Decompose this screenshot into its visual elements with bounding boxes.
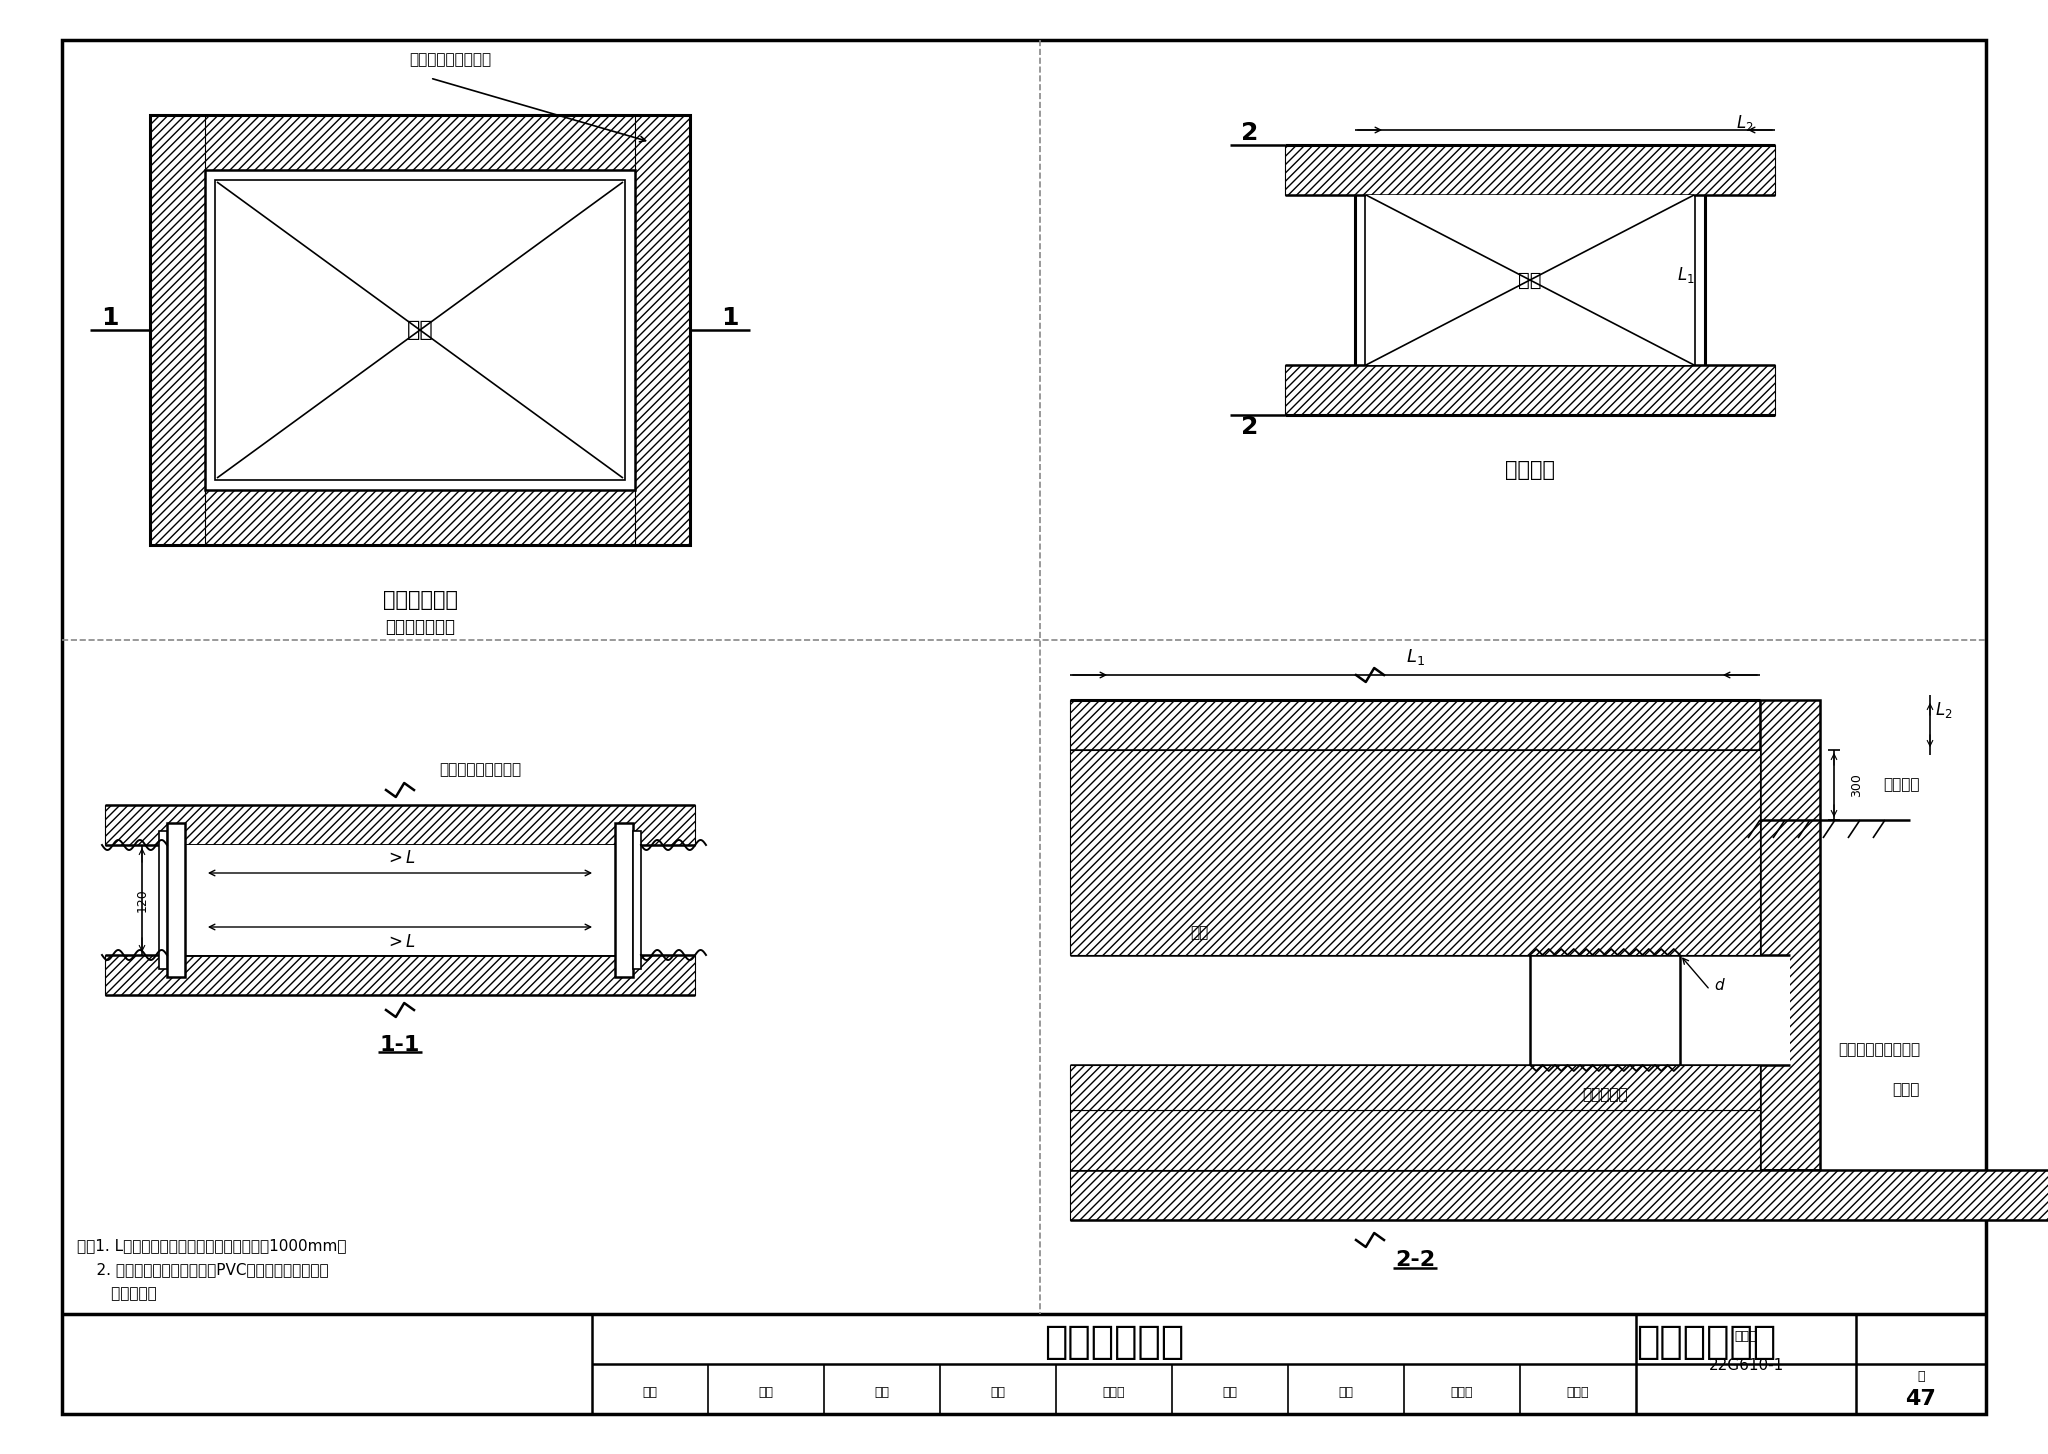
Text: 1: 1 — [100, 305, 119, 330]
Text: 120: 120 — [135, 888, 150, 912]
Text: 22G610-1: 22G610-1 — [1708, 1358, 1784, 1374]
Text: 审核: 审核 — [643, 1386, 657, 1399]
Bar — [150, 115, 690, 545]
Text: 挡土墙: 挡土墙 — [1892, 1082, 1921, 1098]
Bar — [217, 182, 623, 478]
Text: 注：1. L根据隔震结构水平位移确定，不小于1000mm。: 注：1. L根据隔震结构水平位移确定，不小于1000mm。 — [78, 1239, 346, 1253]
Bar — [1284, 365, 1776, 414]
Text: $L_2$: $L_2$ — [1935, 699, 1952, 720]
Bar — [614, 823, 633, 977]
Text: 尹灵: 尹灵 — [758, 1386, 774, 1399]
Bar — [184, 845, 614, 955]
Bar — [168, 823, 184, 977]
Text: 2-2: 2-2 — [1395, 1250, 1436, 1269]
Bar — [635, 115, 690, 545]
Text: $d$: $d$ — [1714, 977, 1726, 993]
Text: 软连接可变形接头段: 软连接可变形接头段 — [438, 762, 520, 778]
Text: 47: 47 — [1905, 1389, 1937, 1409]
Text: 2: 2 — [1241, 121, 1260, 145]
Text: 专审: 专审 — [1223, 1386, 1237, 1399]
Text: 1-1: 1-1 — [379, 1035, 420, 1056]
Text: 软连接可变形接头段: 软连接可变形接头段 — [1837, 1043, 1921, 1057]
Text: 2. 软连接部分可以是帆布、PVC硅胶等防火、防水、: 2. 软连接部分可以是帆布、PVC硅胶等防火、防水、 — [78, 1262, 328, 1278]
Bar — [160, 832, 168, 968]
Bar — [1069, 1170, 2048, 1220]
Text: $>L$: $>L$ — [385, 849, 416, 867]
Text: 悬挑风井: 悬挑风井 — [1505, 459, 1554, 480]
Bar — [150, 115, 205, 545]
Text: $L_2$: $L_2$ — [1737, 113, 1753, 132]
Text: 2: 2 — [1241, 414, 1260, 439]
Text: 耐温材料。: 耐温材料。 — [78, 1287, 158, 1301]
Text: 风井: 风井 — [1518, 270, 1542, 289]
Bar — [1069, 1109, 1759, 1170]
Text: 朱小平: 朱小平 — [1102, 1386, 1124, 1399]
Bar — [633, 832, 641, 968]
Bar — [104, 806, 694, 845]
Bar — [1069, 955, 1790, 1064]
Bar — [215, 180, 625, 480]
Text: 风管: 风管 — [1190, 926, 1208, 941]
Text: 上下跨越隔震层: 上下跨越隔震层 — [385, 618, 455, 635]
Bar — [150, 490, 690, 545]
Bar — [1759, 699, 1821, 1170]
Text: 页: 页 — [1917, 1370, 1925, 1383]
Bar — [1366, 195, 1694, 365]
Text: 钮祥军: 钮祥军 — [1450, 1386, 1473, 1399]
Text: 图集号: 图集号 — [1735, 1329, 1757, 1342]
Bar — [104, 955, 694, 995]
Text: $L_1$: $L_1$ — [1677, 265, 1696, 285]
Text: 室外地坪: 室外地坪 — [1884, 778, 1921, 792]
Text: 通风管道做法: 通风管道做法 — [1044, 1323, 1184, 1361]
Text: 记标者: 记标者 — [1567, 1386, 1589, 1399]
Text: 设计: 设计 — [1339, 1386, 1354, 1399]
Text: 镀锌铁皮风管过渡段: 镀锌铁皮风管过渡段 — [410, 52, 492, 67]
Bar — [1069, 1064, 1759, 1109]
Text: 通风管道做法: 通风管道做法 — [1636, 1323, 1776, 1361]
Bar — [1759, 699, 1821, 1170]
Bar — [1069, 699, 1759, 750]
Bar — [150, 115, 690, 170]
Bar — [1069, 750, 1759, 955]
Text: 校对: 校对 — [991, 1386, 1006, 1399]
Text: $L_1$: $L_1$ — [1405, 647, 1425, 667]
Bar — [205, 170, 635, 490]
Text: 1: 1 — [721, 305, 739, 330]
Text: 风井: 风井 — [408, 320, 434, 340]
Text: $>L$: $>L$ — [385, 933, 416, 951]
Text: 300: 300 — [1849, 774, 1864, 797]
Text: 建筑内部风井: 建筑内部风井 — [383, 590, 457, 611]
Text: 伸缩通风管: 伸缩通风管 — [1583, 1088, 1628, 1102]
Bar — [1284, 145, 1776, 195]
Text: 专批: 专批 — [874, 1386, 889, 1399]
